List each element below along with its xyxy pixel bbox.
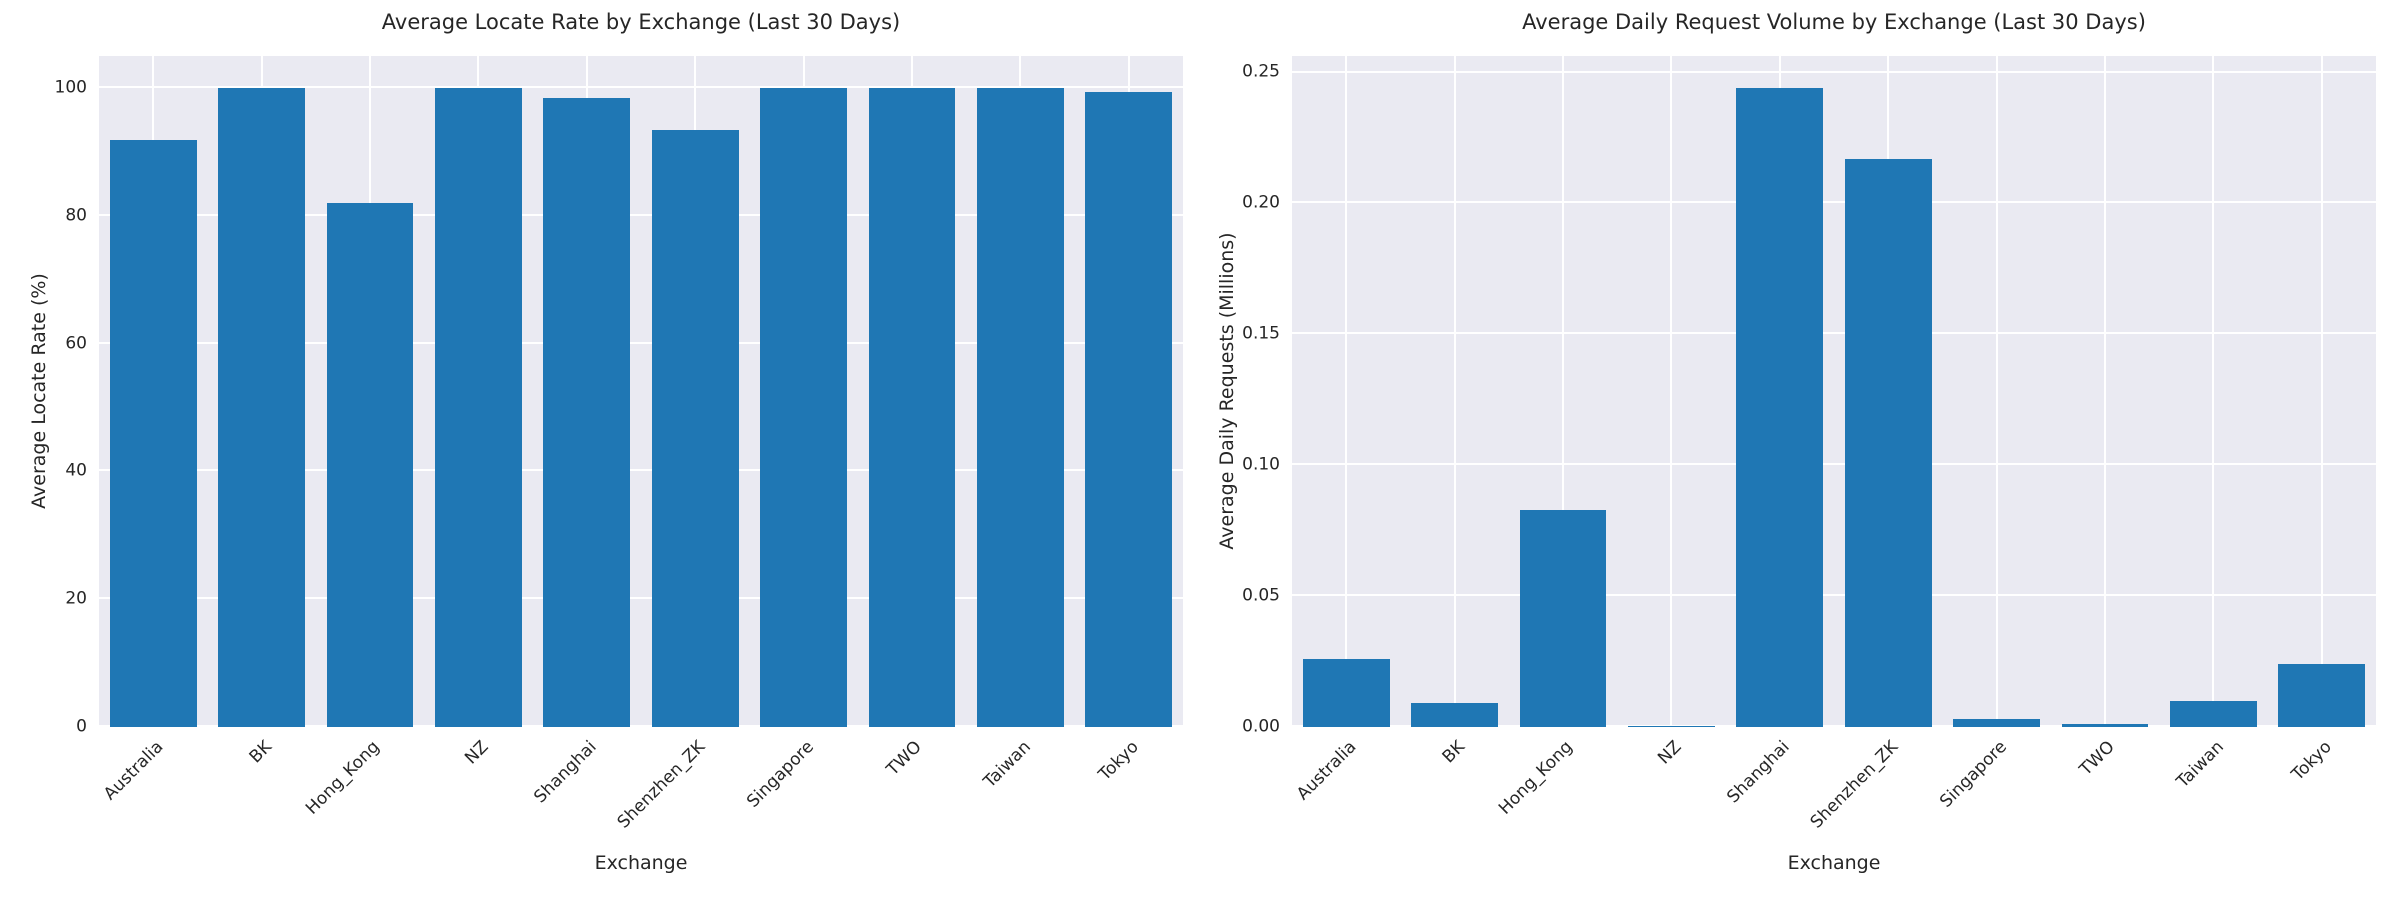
bar-Singapore [760, 87, 847, 727]
bar-NZ [1628, 725, 1715, 727]
x-tick-label: Singapore [1935, 737, 2011, 812]
y-axis-label: Average Daily Requests (Millions) [1216, 232, 1238, 550]
gridline-h [99, 597, 1183, 600]
x-tick-label: TWO [2076, 737, 2120, 780]
gridline-v [1670, 56, 1673, 727]
bar-Shanghai [1736, 88, 1824, 727]
x-axis-label: Exchange [594, 852, 688, 874]
bar-Shenzhen_ZK [651, 129, 739, 727]
x-tick-label: Shenzhen_ZK [613, 737, 710, 833]
x-tick-label: Australia [1293, 737, 1361, 805]
x-tick-label: Shanghai [530, 737, 601, 808]
bar-Shanghai [543, 98, 631, 727]
bar-TWO [2061, 724, 2149, 727]
bar-Tokyo [1085, 91, 1173, 727]
x-tick-label: Singapore [742, 737, 818, 812]
gridline-v [2320, 56, 2323, 727]
x-axis-label: Exchange [1787, 852, 1881, 874]
plot-area [1292, 56, 2376, 727]
gridline-v [1453, 56, 1456, 727]
y-tick-label: 80 [65, 205, 87, 226]
gridline-h [99, 341, 1183, 344]
x-tick-label: Hong_Kong [302, 737, 385, 819]
gridline-h [1292, 725, 2376, 727]
y-tick-label: 0.05 [1242, 585, 1280, 606]
x-tick-label: NZ [1654, 737, 1686, 769]
y-tick-label: 0 [76, 716, 87, 737]
bar-Singapore [1953, 719, 2040, 727]
gridline-v [2104, 56, 2106, 727]
x-tick-label: BK [245, 737, 276, 768]
gridline-v [1995, 56, 1998, 727]
x-tick-label: Shenzhen_ZK [1806, 737, 1903, 833]
x-tick-label: Australia [100, 737, 168, 805]
x-tick-label: TWO [883, 737, 927, 780]
bar-Hong_Kong [326, 202, 414, 727]
bar-Taiwan [977, 87, 1064, 727]
y-tick-label: 100 [54, 77, 87, 98]
gridline-h [99, 725, 1183, 727]
y-tick-label: 60 [65, 333, 87, 354]
y-tick-label: 0.25 [1242, 61, 1280, 82]
gridline-h [99, 85, 1183, 88]
bar-TWO [868, 87, 956, 727]
chart-title: Average Locate Rate by Exchange (Last 30… [381, 10, 901, 34]
gridline-h [1292, 594, 2376, 597]
y-tick-label: 0.15 [1242, 323, 1280, 344]
gridline-h [99, 469, 1183, 472]
bar-NZ [435, 87, 522, 727]
y-tick-label: 0.20 [1242, 192, 1280, 213]
chart-title: Average Daily Request Volume by Exchange… [1522, 10, 2146, 34]
bar-Hong_Kong [1519, 509, 1607, 727]
x-tick-label: Tokyo [1095, 737, 1143, 785]
bar-Taiwan [2170, 700, 2257, 727]
x-tick-label: NZ [461, 737, 493, 769]
gridline-h [1292, 332, 2376, 335]
x-tick-label: Taiwan [2172, 737, 2228, 793]
x-tick-label: BK [1438, 737, 1469, 768]
y-tick-label: 0.00 [1242, 716, 1280, 737]
y-tick-label: 40 [65, 460, 87, 481]
bar-Australia [1302, 658, 1390, 727]
bar-Tokyo [2278, 664, 2366, 727]
x-tick-label: Tokyo [2288, 737, 2336, 785]
gridline-h [1292, 201, 2376, 204]
x-tick-label: Shanghai [1723, 737, 1794, 808]
y-tick-label: 20 [65, 588, 87, 609]
gridline-v [1345, 56, 1348, 727]
gridline-h [1292, 463, 2376, 466]
gridline-v [2212, 56, 2215, 727]
bar-BK [218, 87, 305, 727]
bar-Shenzhen_ZK [1844, 158, 1932, 727]
x-tick-label: Taiwan [979, 737, 1035, 793]
x-tick-label: Hong_Kong [1495, 737, 1578, 819]
bar-Australia [109, 139, 197, 727]
plot-area [99, 56, 1183, 727]
bar-BK [1411, 703, 1498, 727]
gridline-v [1562, 56, 1564, 727]
gridline-h [99, 213, 1183, 216]
gridline-h [1292, 70, 2376, 73]
y-tick-label: 0.10 [1242, 454, 1280, 475]
